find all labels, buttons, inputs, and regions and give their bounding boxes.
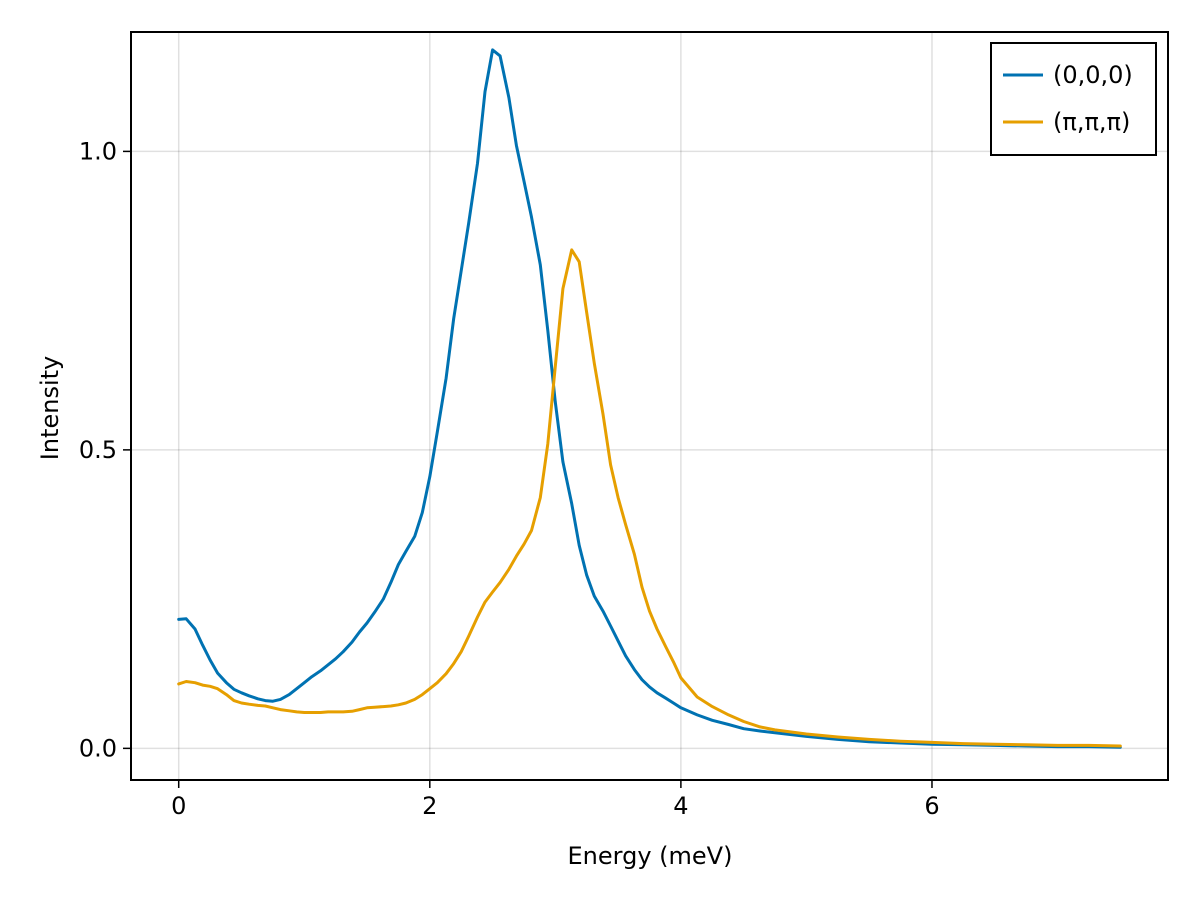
legend: (0,0,0) (π,π,π) bbox=[990, 42, 1157, 156]
series-line-1 bbox=[177, 248, 1122, 748]
y-axis-label: Intensity bbox=[36, 356, 64, 460]
plot-area-frame bbox=[130, 31, 1169, 781]
legend-label-series-1: (π,π,π) bbox=[1053, 108, 1130, 136]
x-tick-label: 0 bbox=[171, 792, 186, 820]
series-line-0 bbox=[177, 48, 1122, 749]
series-layer bbox=[177, 48, 1122, 749]
y-tick-label: 1.0 bbox=[79, 137, 117, 165]
y-tick-label: 0.5 bbox=[79, 436, 117, 464]
x-tick-label: 6 bbox=[924, 792, 939, 820]
x-tick-label: 2 bbox=[422, 792, 437, 820]
x-tick-label: 4 bbox=[673, 792, 688, 820]
legend-box bbox=[990, 42, 1157, 156]
x-axis-label: Energy (meV) bbox=[568, 842, 733, 870]
axis-ticks: 0 2 4 6 0.0 0.5 1.0 bbox=[79, 137, 940, 820]
legend-label-series-0: (0,0,0) bbox=[1053, 61, 1133, 89]
y-tick-label: 0.0 bbox=[79, 734, 117, 762]
